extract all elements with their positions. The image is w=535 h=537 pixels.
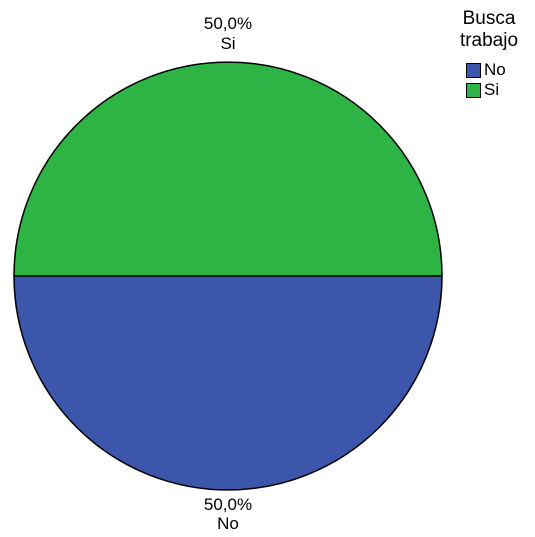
legend-title-line-1: Busca <box>462 8 516 29</box>
legend-label-si: Si <box>484 80 500 99</box>
legend-title: Busca trabajo <box>450 8 528 52</box>
legend-swatch-si <box>466 82 481 98</box>
slice-percent-label-si: 50,0% <box>204 14 252 33</box>
legend-items: No Si <box>466 60 532 100</box>
slice-percent-label-no: 50,0% <box>204 495 252 514</box>
legend-title-line-2: trabajo <box>459 30 519 51</box>
slice-category-label-si: Si <box>220 34 235 53</box>
legend: Busca trabajo No Si <box>454 8 532 100</box>
legend-item-si: Si <box>466 80 532 100</box>
pie-slice-si <box>13 61 443 277</box>
slice-category-label-no: No <box>217 514 239 533</box>
legend-item-no: No <box>466 60 532 80</box>
pie-slice-no <box>13 275 443 491</box>
legend-label-no: No <box>484 60 506 79</box>
legend-swatch-no <box>466 62 481 78</box>
